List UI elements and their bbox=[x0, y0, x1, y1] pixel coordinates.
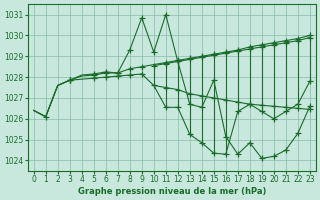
X-axis label: Graphe pression niveau de la mer (hPa): Graphe pression niveau de la mer (hPa) bbox=[77, 187, 266, 196]
